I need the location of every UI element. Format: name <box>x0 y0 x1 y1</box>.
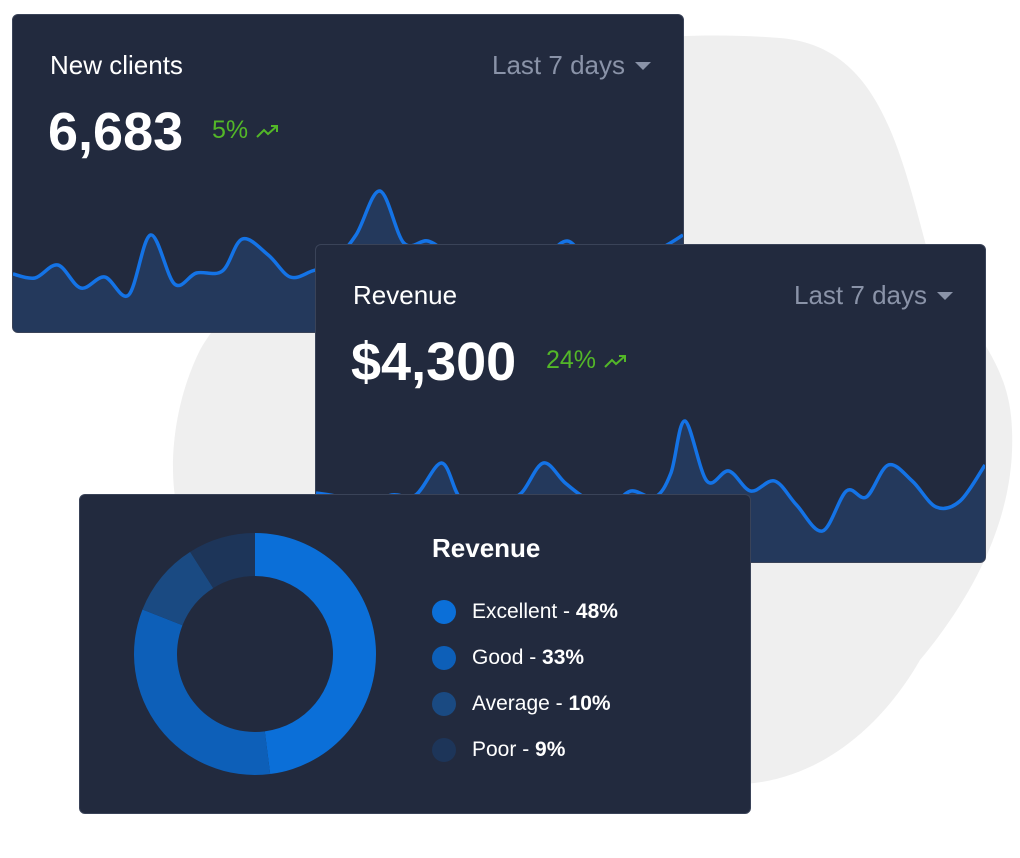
new-clients-change: 5% <box>212 116 280 145</box>
legend-item-poor: Poor - 9% <box>432 727 618 773</box>
legend-swatch <box>432 738 456 762</box>
legend-label: Average <box>472 692 550 715</box>
new-clients-range-dropdown[interactable]: Last 7 days <box>492 50 651 81</box>
trending-up-icon <box>604 354 627 368</box>
legend-item-good: Good - 33% <box>432 635 618 681</box>
legend-separator: - <box>557 600 576 623</box>
legend-swatch <box>432 692 456 716</box>
legend-separator: - <box>523 646 543 669</box>
trending-up-icon <box>256 124 279 138</box>
revenue-change: 24% <box>546 346 628 375</box>
new-clients-range-label: Last 7 days <box>492 50 625 80</box>
revenue-donut-chart <box>134 533 376 775</box>
legend-percent: 9% <box>535 738 566 761</box>
caret-down-icon <box>635 61 651 70</box>
legend-label: Excellent <box>472 600 558 623</box>
legend-swatch <box>432 646 456 670</box>
revenue-change-value: 24% <box>546 346 597 374</box>
caret-down-icon <box>937 291 953 300</box>
legend-item-excellent: Excellent - 48% <box>432 589 618 635</box>
legend-label: Good <box>472 646 524 669</box>
donut-slice-poor <box>190 533 255 589</box>
legend-item-average: Average - 10% <box>432 681 618 727</box>
donut-slice-excellent <box>255 533 376 775</box>
legend-percent: 33% <box>542 646 585 669</box>
donut-slice-average <box>142 551 214 626</box>
legend-percent: 10% <box>568 692 611 715</box>
revenue-range-dropdown[interactable]: Last 7 days <box>794 280 953 311</box>
new-clients-title: New clients <box>50 50 183 80</box>
revenue-range-label: Last 7 days <box>794 280 927 310</box>
legend-label: Poor <box>472 738 517 761</box>
new-clients-value: 6,683 <box>48 102 184 162</box>
new-clients-change-value: 5% <box>212 116 249 144</box>
legend-swatch <box>432 600 456 624</box>
revenue-title: Revenue <box>353 280 458 310</box>
revenue-value: $4,300 <box>351 332 517 392</box>
legend-separator: - <box>516 738 536 761</box>
legend-separator: - <box>549 692 569 715</box>
revenue-breakdown-title: Revenue <box>432 533 541 563</box>
legend-percent: 48% <box>575 600 618 623</box>
revenue-legend: Excellent - 48% Good - 33% Average - 10% Po… <box>432 589 618 773</box>
donut-slice-good <box>134 609 271 775</box>
revenue-breakdown-card: Revenue Excellent - 48% Good - 33% Average… <box>79 494 751 814</box>
